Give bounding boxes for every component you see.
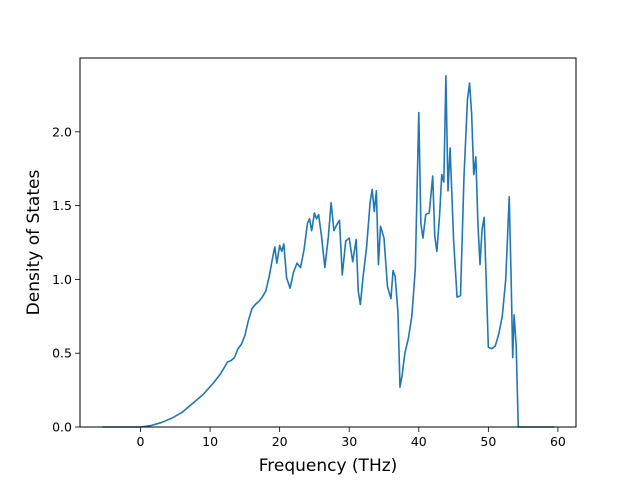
y-tick-label: 1.0 xyxy=(52,272,72,287)
axis-ticks: 0 10 20 30 40 50 60 0.0 0.5 1.0 1.5 2.0 xyxy=(52,124,566,449)
x-tick-label: 30 xyxy=(341,434,357,449)
x-tick-label: 20 xyxy=(272,434,288,449)
y-axis-label: Density of States xyxy=(24,170,44,316)
x-tick-label: 0 xyxy=(137,434,145,449)
x-tick-label: 10 xyxy=(202,434,218,449)
plot-area xyxy=(102,74,555,428)
dos-series-line xyxy=(102,74,555,428)
x-axis-label: Frequency (THz) xyxy=(259,456,398,476)
y-tick-label: 1.5 xyxy=(52,198,72,213)
x-tick-label: 50 xyxy=(480,434,496,449)
x-tick-label: 60 xyxy=(550,434,566,449)
y-tick-label: 0.0 xyxy=(52,420,72,435)
x-tick-label: 40 xyxy=(411,434,427,449)
y-tick-label: 0.5 xyxy=(52,346,72,361)
y-tick-label: 2.0 xyxy=(52,124,72,139)
axes-frame xyxy=(79,57,577,428)
